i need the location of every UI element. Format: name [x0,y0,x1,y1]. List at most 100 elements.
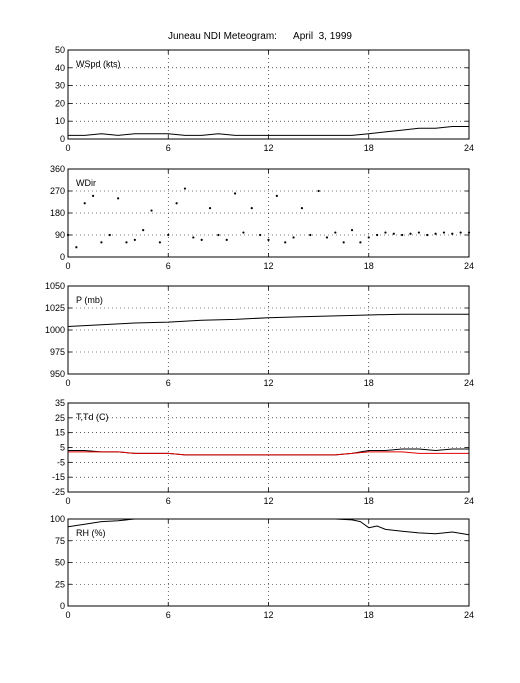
panel-frame [67,402,470,493]
pressure-panel: 950 975 1000 1025 1050 0 6 12 18 24 P (mb) [45,281,474,388]
data-point [300,207,304,210]
data-point [133,238,136,241]
data-point [233,192,237,195]
data-point [359,241,362,244]
y-tick-label: 1000 [45,325,65,335]
y-tick-label: 30 [55,81,65,91]
data-point [275,194,278,197]
x-tick-label: 12 [263,496,273,506]
data-point [325,236,329,239]
data-point [426,233,429,237]
data-point [217,233,220,237]
data-point [242,231,245,234]
data-point [401,233,404,237]
chart-title: Juneau NDI Meteogram: April 3, 1999 [168,31,352,42]
wind-speed-panel: 0 10 20 30 40 50 0 6 12 18 24 WSpd (kts) [55,45,474,153]
x-tick-label: 0 [65,610,70,620]
y-tick-label: 90 [55,230,65,240]
x-tick-label: 12 [263,610,273,620]
data-point [342,241,345,244]
x-tick-label: 0 [65,496,70,506]
data-point [225,238,228,241]
data-point [91,194,95,197]
data-point [259,233,262,237]
data-point [267,238,270,241]
y-tick-label: 270 [50,186,65,196]
data-point [175,202,178,205]
data-point [334,231,337,234]
y-tick-label: 5 [60,443,65,453]
data-point [183,187,187,190]
relative-humidity-panel: 0 25 50 75 100 0 6 12 18 24 RH (%) [50,514,474,620]
panel-frame [67,168,470,258]
x-tick-label: 18 [364,610,374,620]
x-tick-label: 18 [364,261,374,271]
data-point [367,236,370,239]
y-tick-label: -5 [57,457,65,467]
x-tick-label: 24 [464,496,474,506]
x-tick-label: 0 [65,378,70,388]
data-point [167,233,170,237]
x-tick-label: 24 [464,261,474,271]
data-point [284,241,287,244]
y-tick-label: 950 [50,369,65,379]
x-tick-label: 12 [263,378,273,388]
x-tick-label: 0 [65,261,70,271]
x-tick-label: 18 [364,378,374,388]
y-tick-label: 25 [55,579,65,589]
data-point [150,209,153,212]
x-tick-label: 12 [263,261,273,271]
data-point [158,241,161,244]
panel-frame [67,285,470,375]
x-tick-label: 12 [263,143,273,153]
data-point [442,231,446,234]
data-point [317,189,320,193]
x-tick-label: 6 [166,610,171,620]
y-tick-label: 50 [55,558,65,568]
x-tick-label: 18 [364,143,374,153]
y-tick-label: 1050 [45,281,65,291]
data-point [459,231,462,234]
panel-label: T,Td (C) [76,412,109,422]
data-point [292,236,295,239]
series-line-secondary [68,451,469,456]
x-tick-label: 6 [166,261,171,271]
data-point [108,233,111,237]
y-tick-label: 100 [50,514,65,524]
data-point [125,241,128,244]
data-point [384,231,387,234]
data-point [376,233,379,237]
x-tick-label: 18 [364,496,374,506]
data-point [309,233,312,237]
x-tick-label: 6 [166,143,171,153]
y-tick-label: 360 [50,164,65,174]
y-tick-label: 180 [50,208,65,218]
temperature-dewpoint-panel: -25 -15 -5 5 15 25 35 0 6 12 18 24 T,Td (C) [52,398,474,506]
data-point [208,207,212,210]
x-tick-label: 6 [166,496,171,506]
y-tick-label: 0 [60,134,65,144]
y-tick-label: 975 [50,347,65,357]
panel-frame [67,49,470,140]
x-tick-label: 24 [464,610,474,620]
panel-frame [67,518,470,607]
wind-direction-panel: 0 90 180 270 360 0 6 12 18 24 WDir [50,164,474,271]
y-tick-label: 20 [55,98,65,108]
data-point [83,202,86,205]
data-point [117,197,120,200]
data-point [142,229,145,232]
data-point [200,238,203,241]
x-tick-label: 24 [464,143,474,153]
y-tick-label: 50 [55,45,65,55]
y-tick-label: 10 [55,116,65,126]
data-point [392,232,395,235]
panel-label: WDir [76,178,96,188]
panel-label: P (mb) [76,295,103,305]
data-point [100,241,103,244]
data-point [417,231,420,234]
y-tick-label: 75 [55,536,65,546]
panel-label: WSpd (kts) [76,59,121,69]
y-tick-label: -25 [52,487,65,497]
y-tick-label: 0 [60,252,65,262]
